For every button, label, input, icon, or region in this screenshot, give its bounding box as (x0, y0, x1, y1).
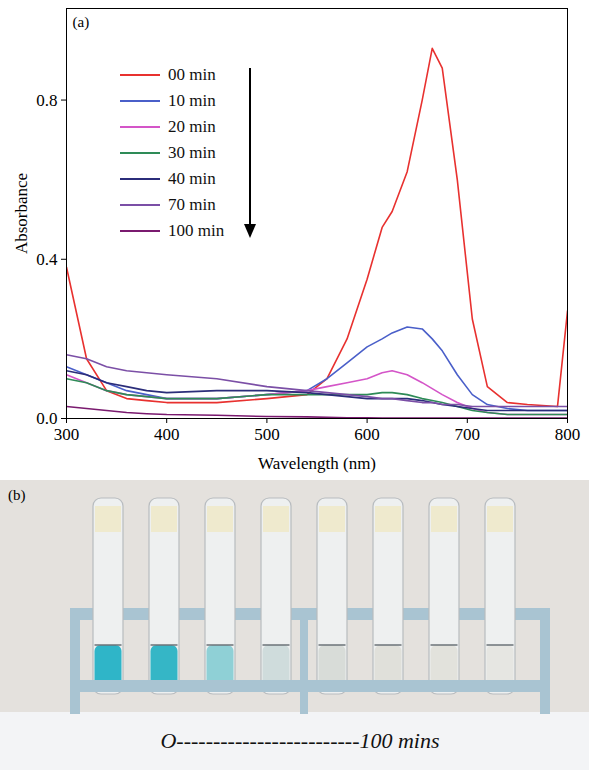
html-text:100 min: 100 min (168, 221, 225, 240)
svg-text:Absorbance: Absorbance (12, 173, 31, 254)
svg-text:600: 600 (354, 425, 380, 444)
svg-text:0.4: 0.4 (36, 250, 58, 269)
html-text:00 min: 00 min (168, 65, 216, 84)
svg-text:400: 400 (154, 425, 180, 444)
svg-text:0.0: 0.0 (36, 408, 58, 428)
html-text:20 min: 20 min (168, 117, 216, 136)
svg-text:800: 800 (555, 425, 581, 444)
svg-text:(a): (a) (73, 14, 90, 31)
svg-text:700: 700 (455, 425, 481, 444)
html-text:40 min: 40 min (168, 169, 216, 188)
svg-text:Wavelength (nm): Wavelength (nm) (258, 454, 376, 473)
svg-text:(b): (b) (8, 487, 26, 504)
html-text:30 min: 30 min (168, 143, 216, 162)
html-text:10 min: 10 min (168, 91, 216, 110)
svg-text:0.8: 0.8 (36, 90, 57, 109)
svg-text:500: 500 (254, 425, 280, 444)
svg-text:O-------------------------100: O-------------------------100 mins (160, 728, 439, 753)
svg-text:300: 300 (54, 425, 80, 444)
html-text:70 min: 70 min (168, 195, 216, 214)
